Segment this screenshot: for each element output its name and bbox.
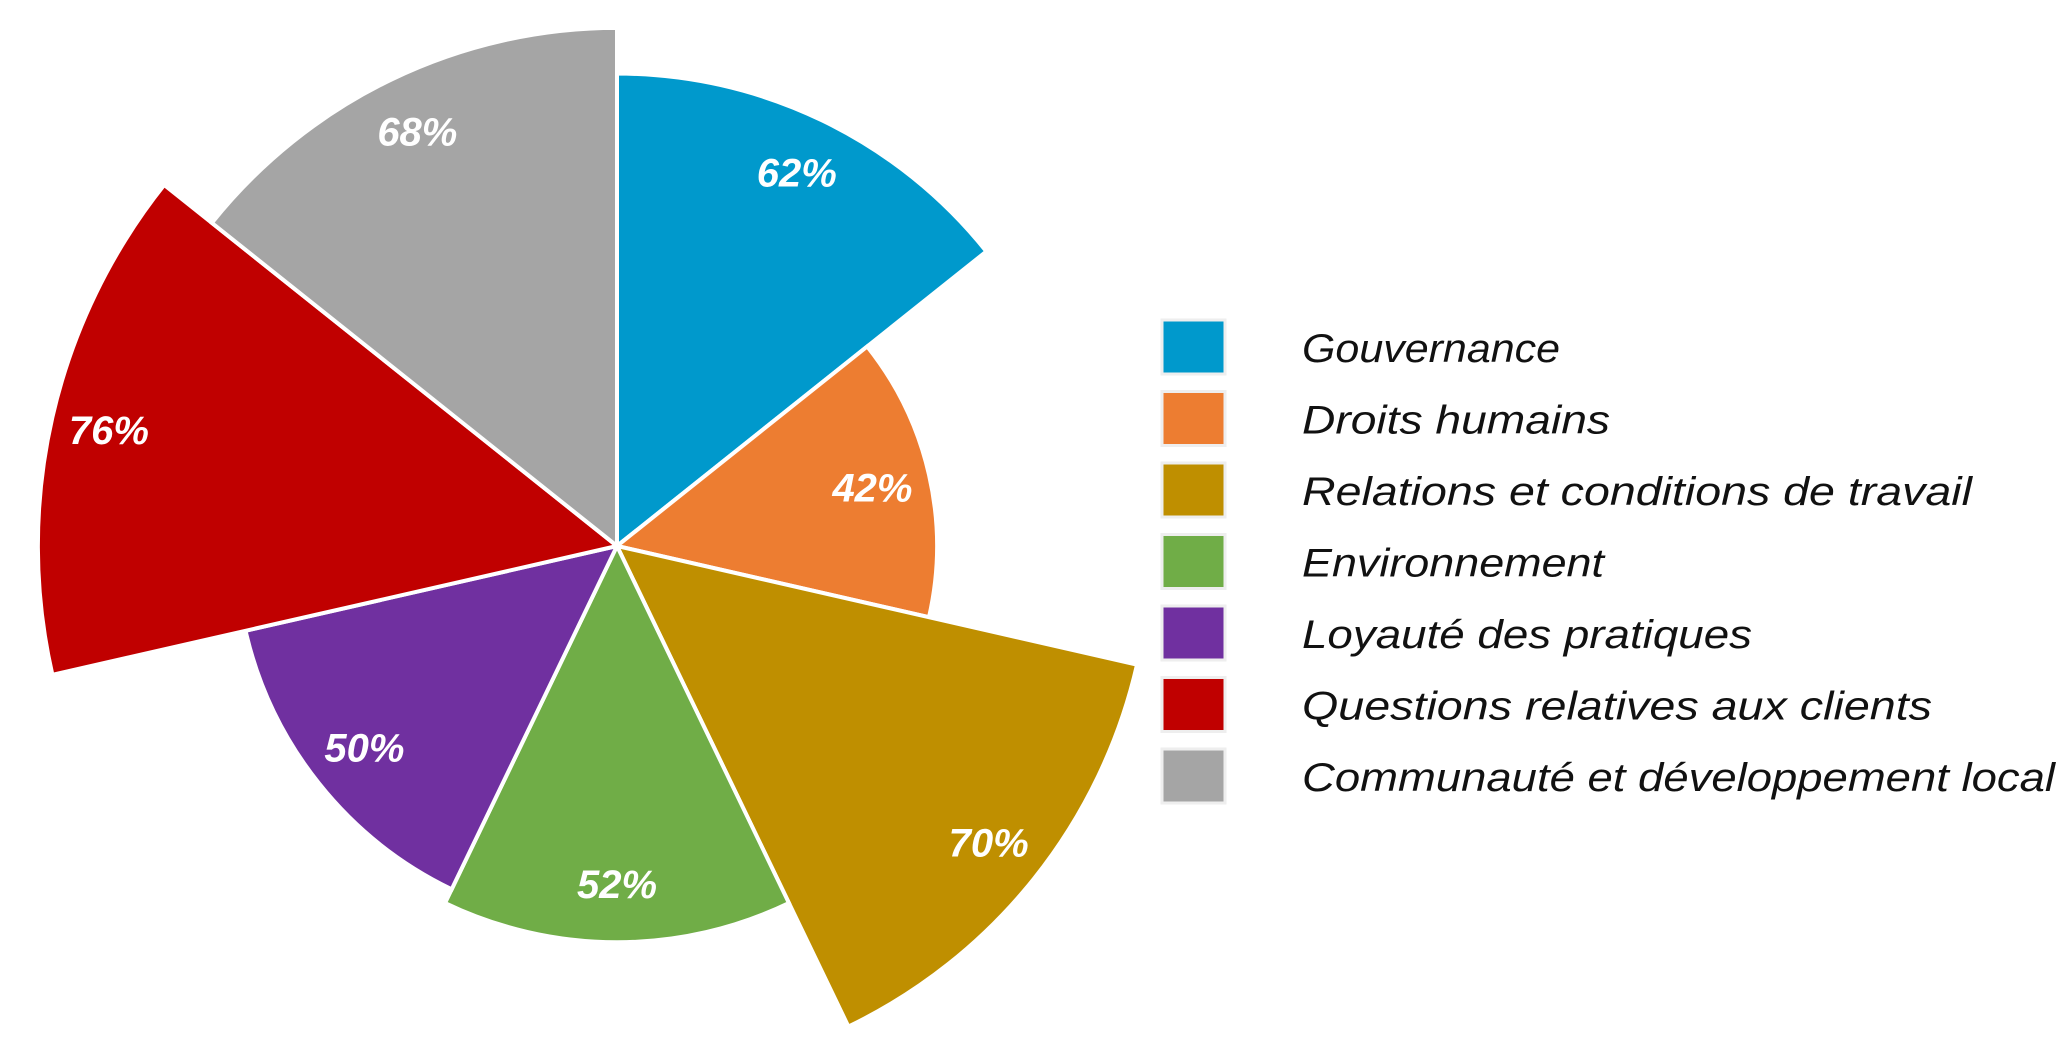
legend-label: Gouvernance (1302, 327, 1560, 371)
legend-swatch (1160, 390, 1227, 447)
data-label: 70% (949, 821, 1029, 865)
data-label: 68% (377, 110, 457, 154)
legend-label: Relations et conditions de travail (1302, 470, 1973, 514)
legend-swatch (1160, 533, 1227, 590)
legend-swatch (1160, 461, 1227, 519)
slice-1 (615, 71, 990, 551)
slice-6 (35, 182, 622, 678)
data-label: 76% (69, 409, 149, 453)
data-label: 50% (324, 726, 404, 770)
slices (35, 25, 1140, 1030)
legend-label: Communauté et développement local (1302, 756, 2056, 800)
slice-3 (613, 543, 1140, 1030)
data-label: 42% (831, 467, 912, 511)
legend-swatch (1160, 604, 1227, 662)
slice-4 (442, 541, 792, 945)
legend: Gouvernance Droits humains Relations et co… (1160, 318, 2056, 805)
legend-swatch (1160, 676, 1227, 733)
legend-swatch (1160, 318, 1227, 376)
legend-label: Questions relatives aux clients (1302, 685, 1932, 729)
data-label: 52% (577, 863, 657, 907)
legend-label: Droits humains (1302, 399, 1610, 443)
slice-5 (243, 543, 621, 892)
legend-swatch (1160, 747, 1227, 805)
legend-label: Environnement (1302, 542, 1606, 586)
slice-7 (209, 25, 619, 551)
data-label: 62% (757, 152, 837, 196)
data-labels: 62% 42% 70% 52% 50% 76% 68% (69, 110, 1029, 907)
legend-label: Loyauté des pratiques (1302, 613, 1752, 657)
slice-2 (612, 343, 940, 620)
